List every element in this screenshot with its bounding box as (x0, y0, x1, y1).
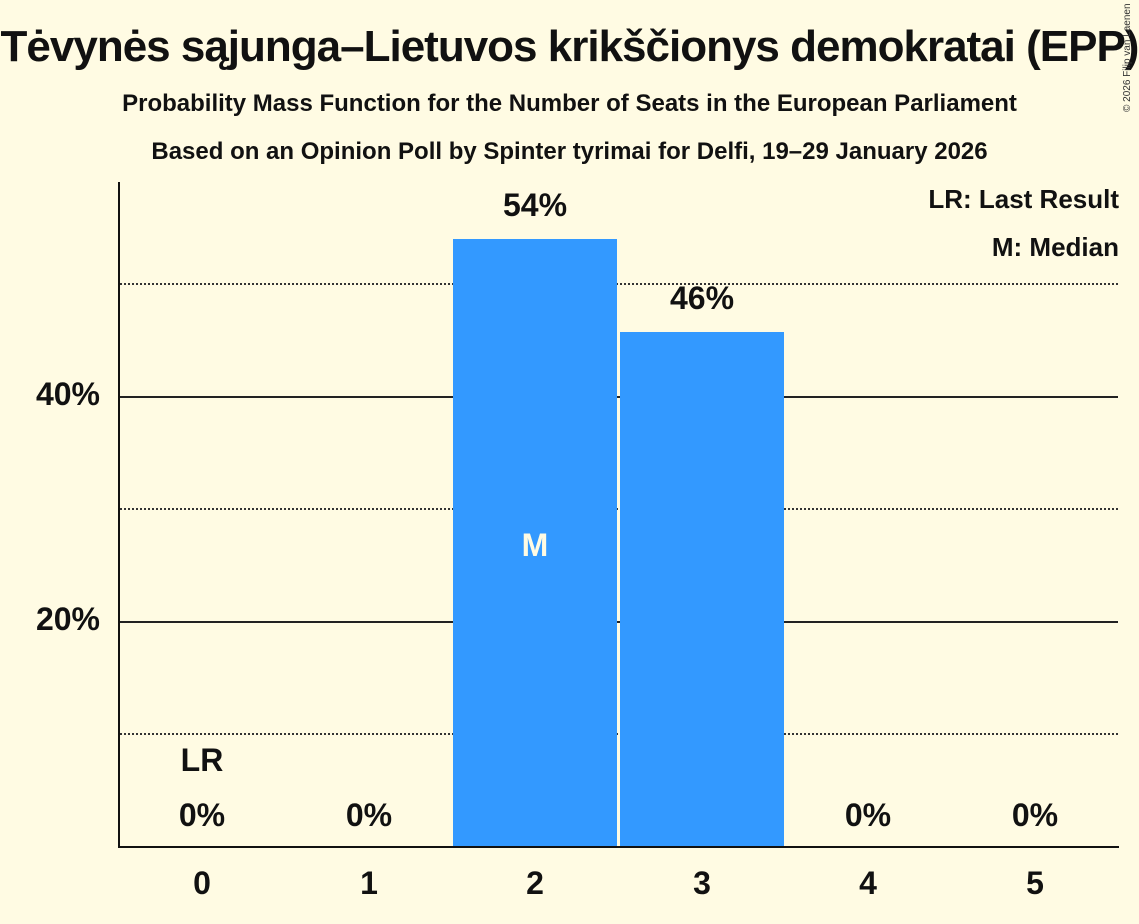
bar-2 (453, 239, 617, 847)
legend-last-result: LR: Last Result (928, 184, 1119, 214)
last-result-marker: LR (180, 742, 224, 778)
chart-subtitle: Probability Mass Function for the Number… (122, 90, 1017, 117)
x-tick-3: 3 (693, 865, 711, 901)
legend-median: M: Median (991, 232, 1119, 262)
bar-label-1: 0% (345, 797, 393, 833)
y-axis (118, 182, 120, 848)
gridline-50 (120, 283, 1118, 285)
bar-label-3: 46% (669, 280, 735, 316)
x-tick-2: 2 (526, 865, 544, 901)
x-axis (118, 846, 1119, 848)
bar-label-2: 54% (502, 187, 568, 223)
copyright: © 2026 Filip van Laenen (1122, 3, 1133, 112)
gridline-40 (120, 396, 1118, 398)
x-tick-1: 1 (360, 865, 378, 901)
gridline-20 (120, 621, 1118, 623)
y-tick-40: 40% (35, 376, 100, 412)
bar-3 (620, 332, 784, 847)
bar-label-5: 0% (1011, 797, 1059, 833)
median-marker: M (521, 527, 549, 563)
chart-source: Based on an Opinion Poll by Spinter tyri… (151, 138, 988, 165)
gridline-30 (120, 508, 1118, 510)
gridline-10 (120, 733, 1118, 735)
bar-label-4: 0% (844, 797, 892, 833)
chart-title: Tėvynės sąjunga–Lietuvos krikščionys dem… (0, 22, 1139, 71)
x-tick-0: 0 (193, 865, 211, 901)
y-tick-20: 20% (35, 601, 100, 637)
bar-label-0: 0% (178, 797, 226, 833)
x-tick-5: 5 (1026, 865, 1044, 901)
x-tick-4: 4 (859, 865, 877, 901)
